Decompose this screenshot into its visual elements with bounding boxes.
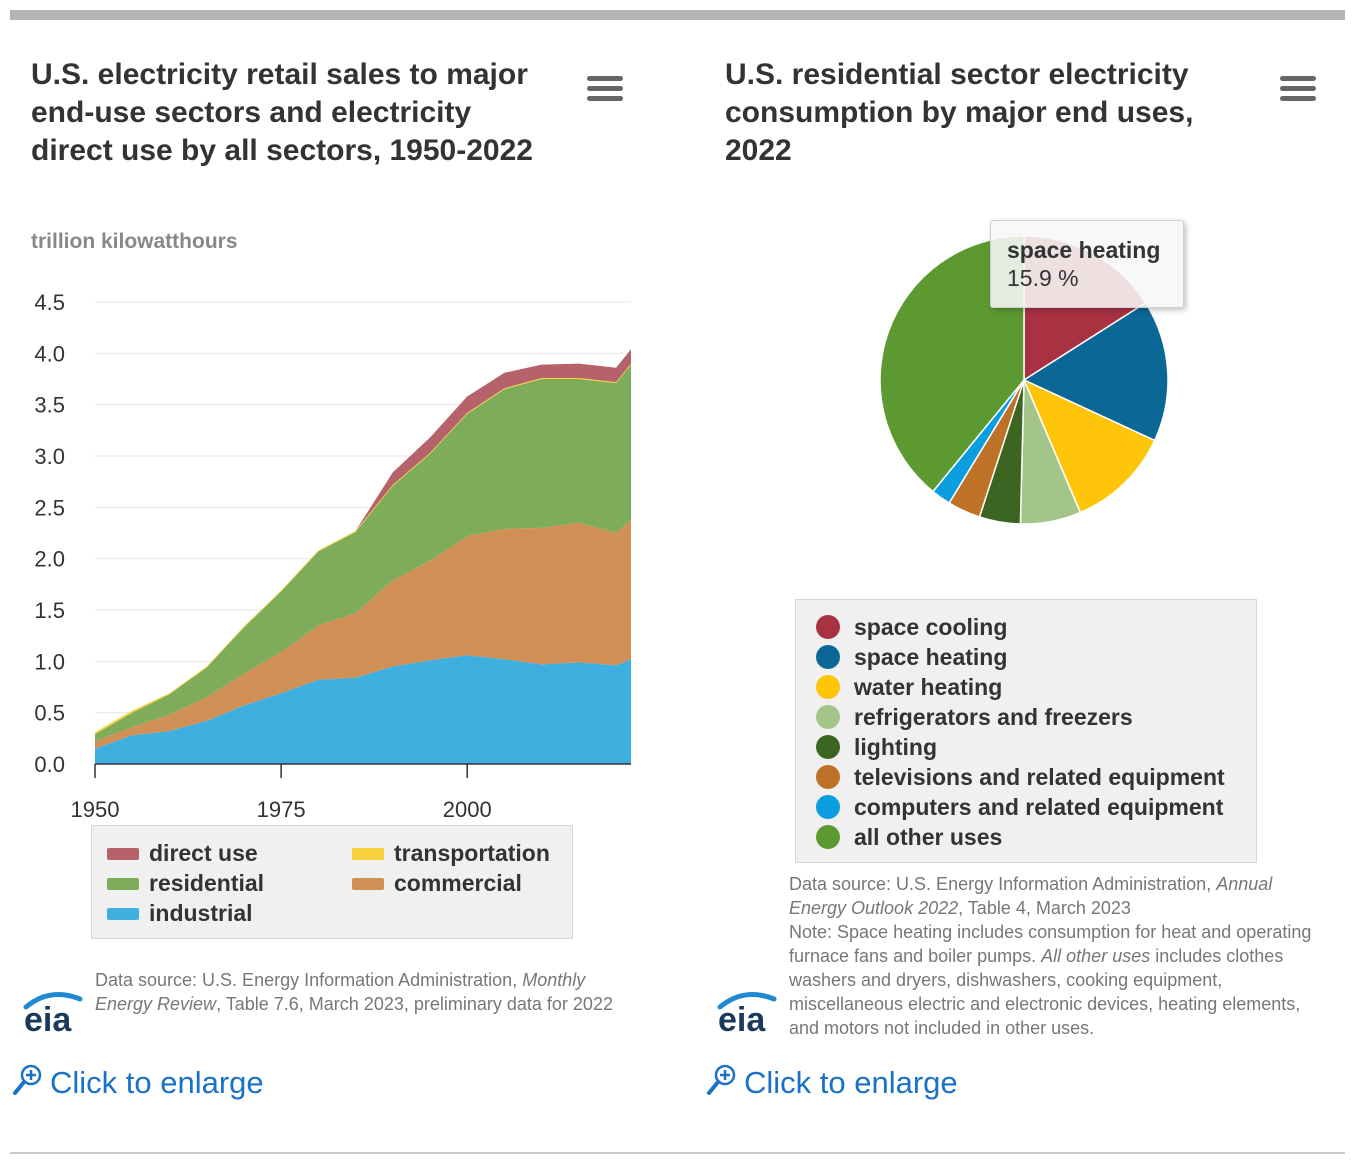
legend-swatch: [107, 848, 139, 860]
eia-logo: eia: [23, 992, 83, 1035]
enlarge-label: Click to enlarge: [744, 1065, 958, 1100]
legend-swatch: [816, 705, 840, 729]
enlarge-label: Click to enlarge: [50, 1065, 264, 1100]
area-series-industrial: [95, 655, 631, 764]
top-divider: [10, 10, 1345, 20]
y-tick-label: 4.5: [34, 290, 65, 315]
legend-label: transportation: [394, 840, 550, 866]
legend-swatch: [816, 795, 840, 819]
tooltip-label: space heating: [1007, 237, 1161, 263]
x-tick-label: 1950: [71, 797, 120, 820]
legend-swatch: [352, 848, 384, 860]
magnifier-icon: [707, 1064, 736, 1095]
y-tick-label: 0.5: [34, 701, 65, 726]
right-chart-panel: U.S. residential sector electricity cons…: [704, 20, 1345, 1140]
legend-swatch: [816, 615, 840, 639]
y-tick-label: 1.5: [34, 598, 65, 623]
legend-label: all other uses: [854, 824, 1003, 850]
legend-label: refrigerators and freezers: [854, 704, 1133, 730]
pie-tooltip: space heating 15.9 %: [990, 220, 1184, 308]
eia-logo-text: eia: [718, 1001, 766, 1035]
left-data-source: Data source: U.S. Energy Information Adm…: [95, 968, 640, 1016]
right-chart-title: U.S. residential sector electricity cons…: [725, 58, 1194, 167]
legend-label: commercial: [394, 870, 522, 896]
y-tick-label: 2.5: [34, 495, 65, 520]
legend-label: computers and related equipment: [854, 794, 1224, 820]
eia-logo-text: eia: [24, 1001, 72, 1035]
legend-swatch: [107, 878, 139, 890]
note-prefix: Note: Space heating includes consumption…: [789, 922, 1312, 966]
left-chart-title: U.S. electricity retail sales to major e…: [31, 58, 533, 167]
y-tick-label: 2.0: [34, 547, 65, 572]
legend-swatch: [816, 735, 840, 759]
source-italic: Annual Energy Outlook 2022: [789, 874, 1273, 918]
x-tick-label: 2000: [443, 797, 492, 820]
legend-label: industrial: [149, 900, 253, 926]
bottom-divider: [10, 1152, 1345, 1154]
pie-slice-space-heating: [1022, 301, 1169, 442]
legend-label: residential: [149, 870, 265, 896]
y-tick-label: 4.0: [34, 341, 65, 366]
left-chart-panel: U.S. electricity retail sales to major e…: [10, 20, 660, 1140]
source-suffix: , Table 4, March 2023: [958, 898, 1131, 918]
legend-label: direct use: [149, 840, 258, 866]
area-chart: 0.0 0.5 1.0 1.5 2.0 2.5 3.0 3.5 4.0 4.5 1950 1975 20…: [34, 290, 631, 820]
y-tick-label: 3.5: [34, 393, 65, 418]
legend-label: water heating: [854, 674, 1003, 700]
legend-label: space heating: [854, 644, 1008, 670]
left-unit-label: trillion kilowatthours: [31, 230, 238, 253]
x-tick-label: 1975: [257, 797, 306, 820]
source-prefix: Data source: U.S. Energy Information Adm…: [95, 970, 523, 990]
left-legend: direct use transportation residential co…: [91, 825, 573, 939]
note-suffix: includes clothes washers and dryers, dis…: [789, 946, 1301, 1038]
magnifier-icon: [13, 1064, 42, 1095]
left-enlarge-link[interactable]: Click to enlarge: [12, 1063, 264, 1101]
legend-swatch: [816, 825, 840, 849]
right-legend: space cooling space heating water heatin…: [795, 599, 1257, 863]
legend-swatch: [816, 645, 840, 669]
area-series-residential: [95, 364, 631, 742]
y-tick-label: 1.0: [34, 649, 65, 674]
eia-logo: eia: [717, 992, 777, 1035]
legend-swatch: [107, 908, 139, 920]
pie-slice-water-heating: [1022, 378, 1156, 514]
legend-label: space cooling: [854, 614, 1008, 640]
legend-swatch: [816, 675, 840, 699]
area-series-commercial: [95, 519, 631, 749]
source-italic: Monthly Energy Review: [95, 970, 586, 1014]
legend-swatch: [816, 765, 840, 789]
left-menu-icon[interactable]: [587, 76, 623, 104]
legend-label: televisions and related equipment: [854, 764, 1225, 790]
y-tick-label: 3.0: [34, 444, 65, 469]
source-prefix: Data source: U.S. Energy Information Adm…: [789, 874, 1217, 894]
note-italic: All other uses: [1041, 946, 1151, 966]
right-menu-icon[interactable]: [1280, 76, 1316, 104]
y-tick-label: 0.0: [34, 752, 65, 777]
right-data-source: Data source: U.S. Energy Information Adm…: [789, 872, 1329, 1040]
legend-swatch: [352, 878, 384, 890]
pie-slice-all-other-uses: [879, 235, 1025, 493]
source-suffix: , Table 7.6, March 2023, preliminary dat…: [216, 994, 613, 1014]
tooltip-value: 15.9 %: [1007, 265, 1079, 291]
legend-label: lighting: [854, 734, 938, 760]
right-enlarge-link[interactable]: Click to enlarge: [706, 1063, 958, 1101]
